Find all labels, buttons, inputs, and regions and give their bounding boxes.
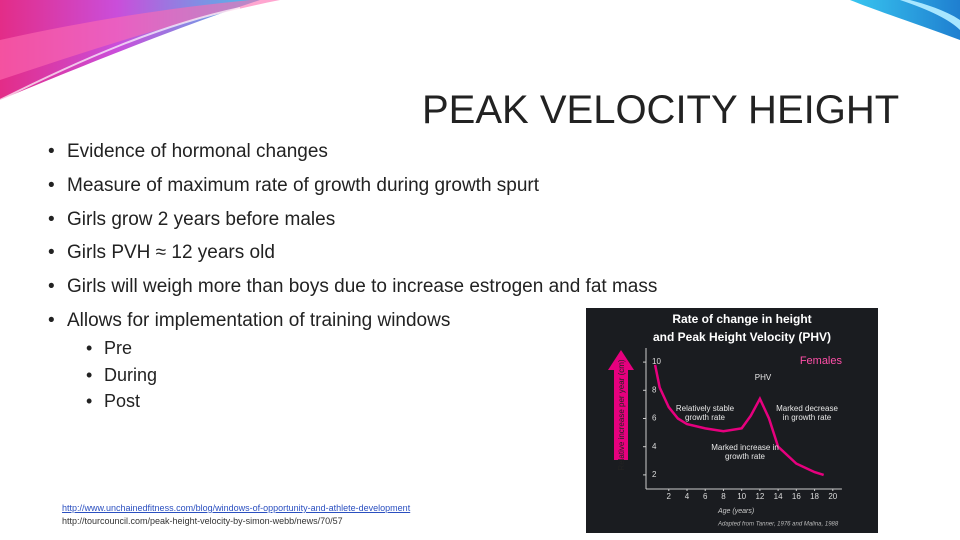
- bullet: Evidence of hormonal changes: [48, 141, 328, 163]
- slide-title: PEAK VELOCITY HEIGHT: [422, 88, 900, 132]
- y-tick-label: 4: [652, 442, 657, 451]
- chart-svg: Rate of change in height and Peak Height …: [608, 312, 843, 528]
- link: http://tourcouncil.com/peak-height-veloc…: [62, 516, 343, 526]
- decoration: [0, 0, 960, 101]
- chart-title: and Peak Height Velocity (PHV): [653, 330, 831, 344]
- line: [653, 364, 825, 477]
- bullet: Measure of maximum rate of growth during…: [48, 175, 539, 197]
- x-tick-label: 4: [685, 492, 690, 501]
- arrow-shaft: [614, 368, 628, 460]
- y-tick-label: 2: [652, 470, 657, 479]
- bullet: Girls PVH ≈ 12 years old: [48, 242, 275, 264]
- sub-bullet: Post: [86, 390, 140, 412]
- sub-bullet: Pre: [86, 337, 132, 359]
- x-tick-label: 2: [667, 492, 672, 501]
- x-tick-label: 14: [774, 492, 783, 501]
- x-tick-label: 16: [792, 492, 801, 501]
- x-tick-label: 18: [810, 492, 819, 501]
- annotation: Marked decrease in growth rate: [776, 404, 838, 422]
- chart-title: Rate of change in height: [672, 312, 811, 326]
- chart: Rate of change in height and Peak Height …: [586, 308, 878, 533]
- bullet: Girls grow 2 years before males: [48, 209, 335, 231]
- arrow-head: [608, 350, 634, 370]
- link[interactable]: http://www.unchainedfitness.com/blog/win…: [62, 503, 411, 513]
- y-tick-label: 6: [652, 414, 657, 423]
- x-tick-label: 20: [828, 492, 837, 501]
- y-axis-label: Relative increase per year (cm): [617, 359, 626, 470]
- x-tick-label: 6: [703, 492, 708, 501]
- x-tick-label: 10: [737, 492, 746, 501]
- annotation: Relatively stable growth rate: [675, 404, 735, 422]
- y-tick-label: 8: [652, 385, 657, 394]
- bullet: Allows for implementation of training wi…: [48, 310, 450, 332]
- bullet: Girls will weigh more than boys due to i…: [48, 276, 657, 298]
- annotation: Marked increase in growth rate: [711, 443, 779, 461]
- x-axis-label: Age (years): [717, 508, 754, 515]
- source-note: Adapted from Tanner, 1976 and Malina, 19…: [717, 522, 839, 528]
- y-tick-label: 10: [652, 357, 661, 366]
- x-tick-label: 8: [721, 492, 726, 501]
- annotation: PHV: [754, 373, 772, 382]
- legend-entry: Females: [800, 355, 843, 367]
- x-tick-label: 12: [755, 492, 764, 501]
- sub-bullet: During: [86, 364, 157, 386]
